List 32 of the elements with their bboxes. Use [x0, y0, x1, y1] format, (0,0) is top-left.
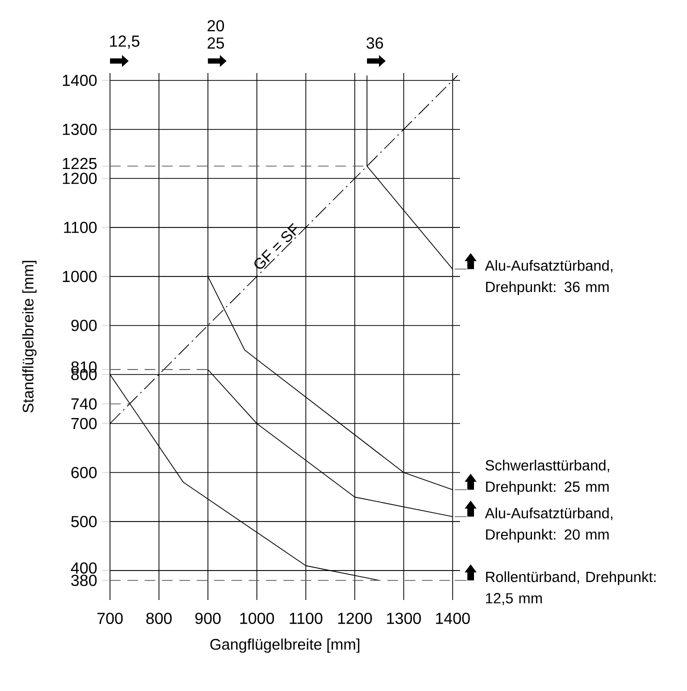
y-tick-label: 1000	[62, 270, 97, 282]
y-tick-label: 1200	[62, 172, 97, 184]
y-axis-title: Standflügelbreite [mm]	[22, 260, 37, 413]
text: 20	[208, 20, 224, 32]
x-axis-title: Gangflügelbreite [mm]	[210, 638, 360, 653]
x-tick-label: 1200	[338, 612, 372, 624]
y-tick-label: 500	[71, 516, 97, 528]
y-tick-label: 400	[70, 562, 97, 574]
x-tick-label: 1300	[387, 612, 421, 624]
x-tick-label: 900	[195, 612, 221, 624]
y-tick-label: 1225	[62, 158, 97, 170]
y-tick-label: 700	[71, 418, 97, 430]
legend-label: Alu-Aufsatztürband, Drehpunkt: 36 mm	[484, 260, 612, 296]
legend-label: Alu-Aufsatztürband, Drehpunkt: 20 mm	[484, 508, 612, 543]
x-tick-label: 1400	[436, 612, 470, 624]
text: 25	[208, 37, 224, 49]
text: 12,5	[110, 36, 140, 49]
y-tick-label: 1300	[62, 124, 97, 136]
legend-label: Rollentürband, Drehpunkt: 12,5 mm	[486, 571, 656, 606]
annotation: GF = SF	[254, 223, 298, 269]
y-tick-label: 600	[71, 466, 97, 478]
y-tick-label: 900	[71, 320, 97, 332]
x-tick-label: 1100	[290, 612, 322, 624]
text: 36	[366, 37, 384, 49]
x-tick-label: 1000	[240, 612, 274, 624]
legend-label: Schwerlasttürband, Drehpunkt: 25 mm	[486, 460, 610, 495]
y-tick-label: 380	[71, 574, 97, 586]
x-tick-label: 700	[97, 612, 123, 624]
x-tick-label: 800	[146, 612, 172, 624]
y-tick-label: 1100	[64, 222, 97, 234]
y-tick-label: 1400	[62, 74, 97, 86]
y-tick-label: 740	[71, 398, 97, 410]
